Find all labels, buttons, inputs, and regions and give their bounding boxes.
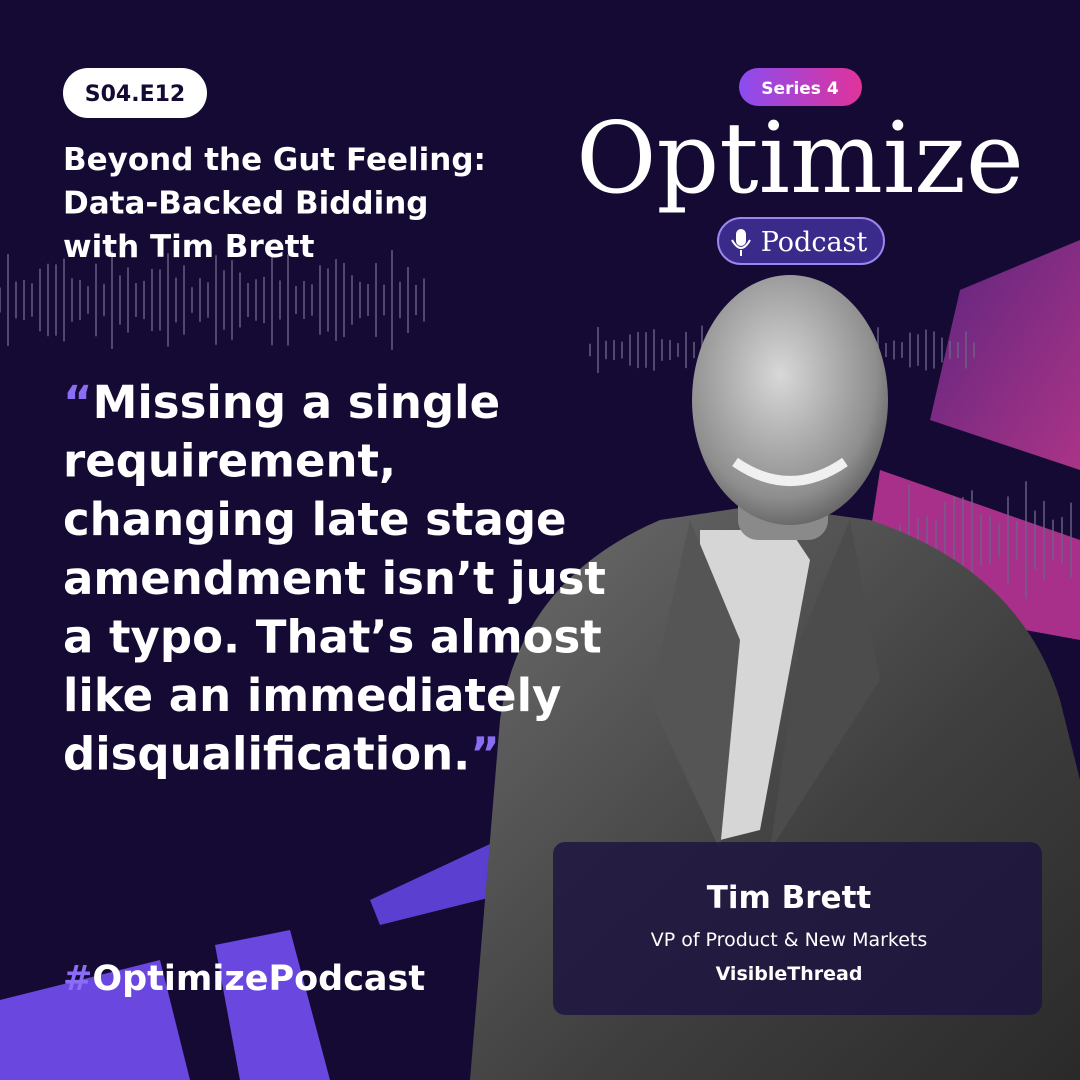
- quote-text: changing late stage: [63, 493, 567, 546]
- guest-name: Tim Brett: [707, 880, 872, 916]
- quote-line: requirement,: [63, 435, 396, 488]
- episode-badge: [63, 68, 207, 118]
- shape: [930, 240, 1080, 470]
- quote-text: disqualification.: [63, 728, 470, 781]
- quote: “Missing a single requirement,changing la…: [63, 376, 606, 781]
- quote-line: amendment isn’t just: [63, 552, 606, 605]
- quote-line: changing late stage: [63, 493, 567, 546]
- waveform: [0, 250, 1072, 599]
- episode-title-line: Data-Backed Bidding: [63, 186, 429, 222]
- series-badge: [739, 68, 862, 106]
- guest-company: VisibleThread: [716, 963, 863, 985]
- quote-text: amendment isn’t just: [63, 552, 606, 605]
- shape: [0, 960, 190, 1080]
- episode-badge-text: S04.E12: [85, 82, 185, 107]
- hashtag-symbol: #: [63, 959, 92, 999]
- hashtag: #OptimizePodcast: [63, 959, 425, 999]
- podcast-badge: [717, 217, 885, 265]
- episode-title: Beyond the Gut Feeling: Data-Backed Biddi…: [63, 142, 486, 265]
- hashtag-text: OptimizePodcast: [92, 959, 425, 999]
- series-badge-text: Series 4: [761, 79, 839, 99]
- quote-line: “Missing a single: [63, 376, 500, 429]
- quote-text: a typo. That’s almost: [63, 610, 602, 663]
- quote-line: a typo. That’s almost: [63, 610, 602, 663]
- quote-close-mark: ”: [470, 728, 500, 781]
- mic-icon: [731, 229, 751, 256]
- podcast-label: Podcast: [761, 227, 868, 258]
- quote-line: like an immediately: [63, 669, 561, 722]
- episode-title-line: with Tim Brett: [63, 229, 315, 265]
- guest-card: [553, 842, 1042, 1015]
- brand-name: Optimize: [576, 102, 1024, 216]
- quote-text: like an immediately: [63, 669, 561, 722]
- quote-text: Missing a single: [93, 376, 501, 429]
- quote-line: disqualification.”: [63, 728, 500, 781]
- shape: [215, 930, 330, 1080]
- quote-open-mark: “: [63, 376, 93, 429]
- episode-title-line: Beyond the Gut Feeling:: [63, 142, 486, 178]
- guest-role: VP of Product & New Markets: [651, 929, 928, 951]
- quote-text: requirement,: [63, 435, 396, 488]
